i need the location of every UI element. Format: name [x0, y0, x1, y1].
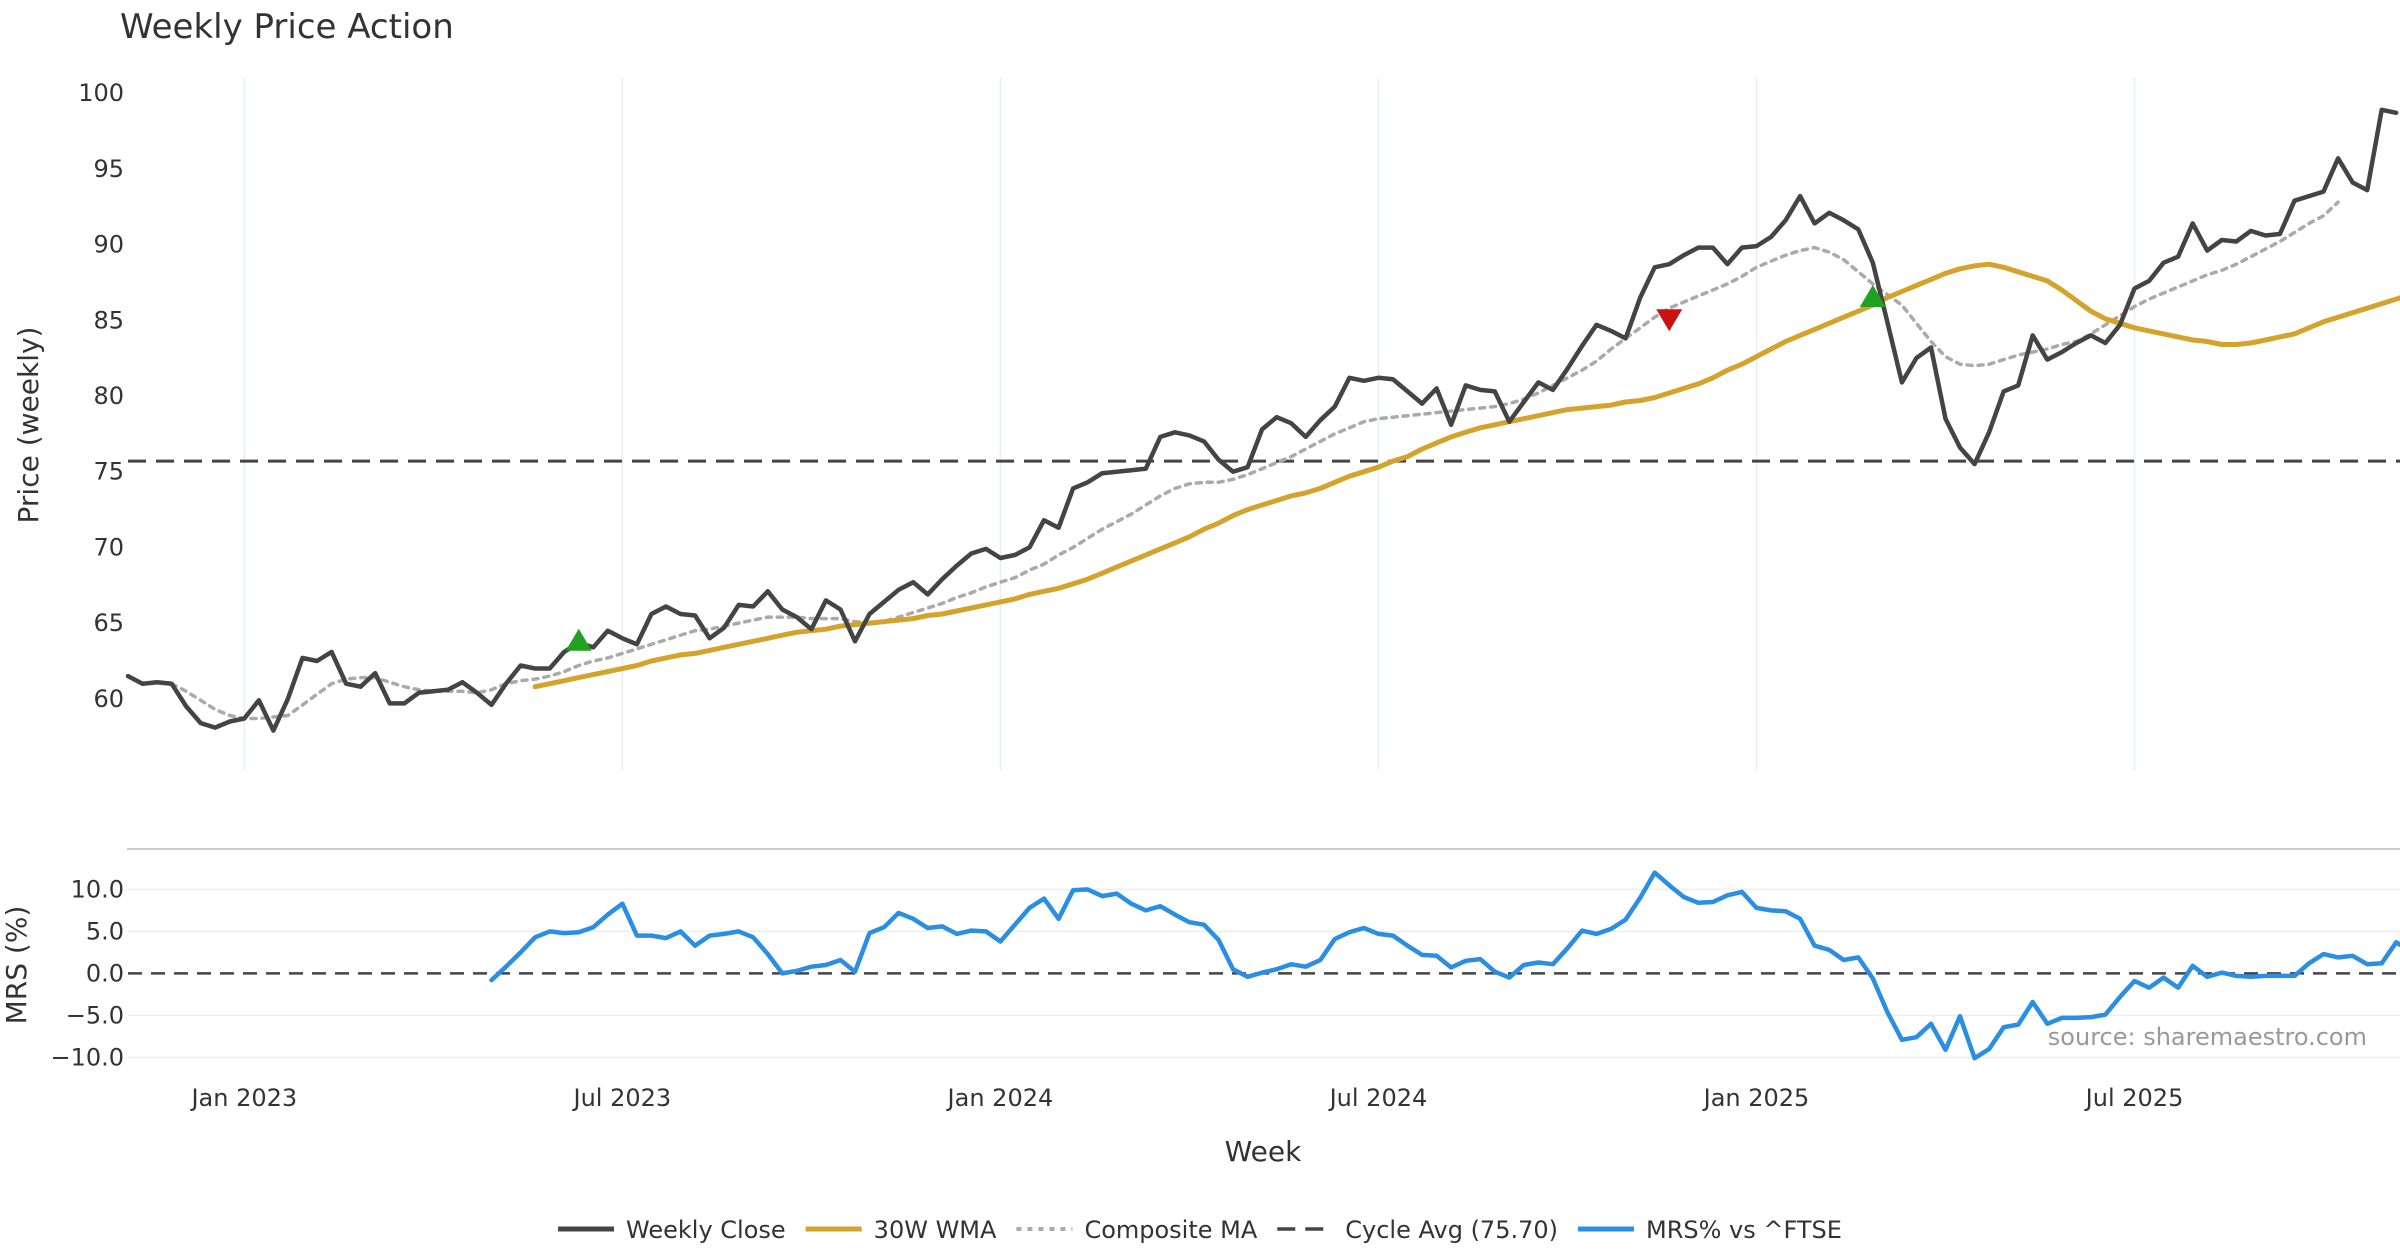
price-y-tick-75: 75	[93, 458, 124, 486]
mrs-y-tick-0: −10.0	[50, 1043, 124, 1071]
series-composite-ma	[169, 200, 2340, 721]
mrs-series	[489, 870, 2400, 1061]
mrs-y-axis-label: MRS (%)	[0, 906, 33, 1025]
x-axis-label: Week	[1225, 1135, 1302, 1168]
x-tick-2: Jan 2024	[946, 1084, 1054, 1112]
mrs-y-tick-3: 5.0	[86, 917, 124, 945]
price-y-tick-70: 70	[93, 533, 124, 561]
x-tick-1: Jul 2023	[572, 1084, 672, 1112]
price-y-ticks: 60 65 70 75 80 85 90 95 100	[78, 79, 124, 713]
mrs-y-tick-2: 0.0	[86, 959, 124, 987]
price-y-tick-60: 60	[93, 685, 124, 713]
price-panel: 60 65 70 75 80 85 90 95 100 Price (weekly)	[12, 78, 2400, 770]
legend-label-cycle: Cycle Avg (75.70)	[1345, 1216, 1558, 1244]
legend-label-composite: Composite MA	[1084, 1216, 1257, 1244]
x-tick-0: Jan 2023	[189, 1084, 297, 1112]
buy-signal-2	[1859, 285, 1886, 308]
x-axis-ticks: Jan 2023 Jul 2023 Jan 2024 Jul 2024 Jan 2025…	[189, 1084, 2183, 1112]
chart-title: Weekly Price Action	[120, 7, 454, 47]
x-tick-5: Jul 2025	[2084, 1084, 2184, 1112]
series-mrs	[489, 870, 2400, 1061]
mrs-y-tick-1: −5.0	[66, 1001, 124, 1029]
x-tick-3: Jul 2024	[1328, 1084, 1428, 1112]
mrs-y-ticks: −10.0 −5.0 0.0 5.0 10.0	[50, 875, 124, 1071]
price-y-tick-100: 100	[78, 79, 124, 107]
x-tick-4: Jan 2025	[1702, 1084, 1810, 1112]
legend-label-wma: 30W WMA	[874, 1216, 997, 1244]
mrs-grid	[128, 888, 2400, 1059]
mrs-y-tick-4: 10.0	[71, 875, 124, 903]
signal-markers	[565, 285, 1886, 651]
legend-label-mrs: MRS% vs ^FTSE	[1646, 1216, 1842, 1244]
series-30w-wma	[532, 261, 2400, 690]
price-y-axis-label: Price (weekly)	[12, 327, 45, 524]
price-y-tick-80: 80	[93, 382, 124, 410]
legend: Weekly Close 30W WMA Composite MA Cycle Avg…	[558, 1216, 1842, 1244]
legend-label-close: Weekly Close	[626, 1216, 786, 1244]
price-grid	[243, 78, 2136, 770]
series-weekly-close	[125, 107, 2399, 733]
mrs-panel: −10.0 −5.0 0.0 5.0 10.0 MRS (%) source: shar…	[0, 848, 2400, 1071]
price-y-tick-85: 85	[93, 306, 124, 334]
buy-signal-0	[565, 628, 592, 651]
price-y-tick-65: 65	[93, 609, 124, 637]
price-series	[125, 107, 2400, 733]
sell-signal-1	[1656, 309, 1683, 332]
source-label: source: sharemaestro.com	[2048, 1023, 2367, 1051]
price-y-tick-95: 95	[93, 155, 124, 183]
price-y-tick-90: 90	[93, 231, 124, 259]
